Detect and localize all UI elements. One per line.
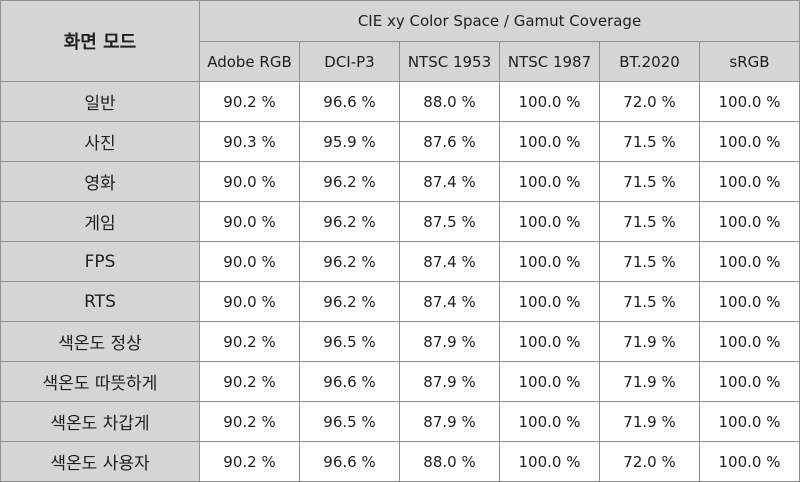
table-cell: 87.4 % [399, 161, 500, 202]
table-cell: 71.9 % [599, 321, 700, 362]
table-cell: 100.0 % [499, 241, 600, 282]
table-cell: 71.9 % [599, 361, 700, 402]
column-header-dci-p3: DCI-P3 [299, 41, 400, 82]
table-cell: 100.0 % [499, 81, 600, 122]
table-cell: 96.5 % [299, 401, 400, 442]
table-row: FPS 90.0 % 96.2 % 87.4 % 100.0 % 71.5 % … [0, 241, 800, 282]
table-cell: 90.2 % [199, 401, 300, 442]
table-cell: 71.5 % [599, 201, 700, 242]
table-row: 색온도 차갑게 90.2 % 96.5 % 87.9 % 100.0 % 71.… [0, 401, 800, 442]
table-cell: 71.5 % [599, 161, 700, 202]
table-cell: 90.0 % [199, 201, 300, 242]
table-cell: 100.0 % [698, 121, 800, 162]
table-cell: 100.0 % [698, 81, 800, 122]
table-cell: 90.0 % [199, 161, 300, 202]
table-cell: 96.2 % [299, 201, 400, 242]
table-cell: 96.5 % [299, 321, 400, 362]
table-cell: 100.0 % [698, 161, 800, 202]
table-cell: 100.0 % [698, 281, 800, 322]
table-cell: 100.0 % [698, 441, 800, 482]
table-cell: 72.0 % [599, 441, 700, 482]
table-row: 영화 90.0 % 96.2 % 87.4 % 100.0 % 71.5 % 1… [0, 161, 800, 202]
column-header-ntsc-1987: NTSC 1987 [499, 41, 600, 82]
table-cell: 100.0 % [499, 161, 600, 202]
table-cell: 90.2 % [199, 321, 300, 362]
table-cell: 87.4 % [399, 281, 500, 322]
table-row: 일반 90.2 % 96.6 % 88.0 % 100.0 % 72.0 % 1… [0, 81, 800, 122]
table-row: 색온도 따뜻하게 90.2 % 96.6 % 87.9 % 100.0 % 71… [0, 361, 800, 402]
column-header-srgb: sRGB [698, 41, 800, 82]
table-cell: 88.0 % [399, 81, 500, 122]
column-header-adobe-rgb: Adobe RGB [199, 41, 300, 82]
table-cell: 87.9 % [399, 321, 500, 362]
table-cell: 90.2 % [199, 81, 300, 122]
table-row: RTS 90.0 % 96.2 % 87.4 % 100.0 % 71.5 % … [0, 281, 800, 322]
table-cell: 88.0 % [399, 441, 500, 482]
table-cell: 100.0 % [698, 201, 800, 242]
gamut-group-header: CIE xy Color Space / Gamut Coverage [198, 0, 800, 42]
table-cell: 100.0 % [499, 441, 600, 482]
mode-column-header: 화면 모드 [0, 0, 200, 82]
column-header-ntsc-1953: NTSC 1953 [399, 41, 500, 82]
table-cell: 71.9 % [599, 401, 700, 442]
row-label: 색온도 따뜻하게 [0, 361, 200, 402]
table-cell: 87.6 % [399, 121, 500, 162]
table-cell: 87.9 % [399, 401, 500, 442]
table-cell: 71.5 % [599, 241, 700, 282]
table-cell: 71.5 % [599, 281, 700, 322]
row-label: FPS [0, 241, 200, 282]
table-cell: 100.0 % [499, 201, 600, 242]
row-label: 게임 [0, 201, 200, 242]
row-label: 일반 [0, 81, 200, 122]
table-cell: 90.2 % [199, 361, 300, 402]
column-header-bt2020: BT.2020 [599, 41, 700, 82]
table-cell: 96.2 % [299, 161, 400, 202]
row-label: 사진 [0, 121, 200, 162]
table-cell: 72.0 % [599, 81, 700, 122]
table-cell: 95.9 % [299, 121, 400, 162]
table-cell: 96.2 % [299, 281, 400, 322]
table-cell: 90.2 % [199, 441, 300, 482]
table-cell: 100.0 % [499, 121, 600, 162]
table-cell: 96.6 % [299, 361, 400, 402]
table-cell: 100.0 % [698, 241, 800, 282]
table-cell: 100.0 % [499, 361, 600, 402]
table-cell: 87.5 % [399, 201, 500, 242]
table-cell: 100.0 % [499, 401, 600, 442]
table-cell: 87.9 % [399, 361, 500, 402]
row-label: 색온도 사용자 [0, 441, 200, 482]
table-cell: 90.0 % [199, 241, 300, 282]
table-cell: 100.0 % [698, 361, 800, 402]
table-cell: 96.6 % [299, 81, 400, 122]
table-cell: 87.4 % [399, 241, 500, 282]
row-label: 영화 [0, 161, 200, 202]
table-cell: 100.0 % [499, 281, 600, 322]
table-cell: 96.6 % [299, 441, 400, 482]
table-row: 사진 90.3 % 95.9 % 87.6 % 100.0 % 71.5 % 1… [0, 121, 800, 162]
table-row: 색온도 정상 90.2 % 96.5 % 87.9 % 100.0 % 71.9… [0, 321, 800, 362]
row-label: 색온도 차갑게 [0, 401, 200, 442]
row-label: 색온도 정상 [0, 321, 200, 362]
table-row: 색온도 사용자 90.2 % 96.6 % 88.0 % 100.0 % 72.… [0, 441, 800, 482]
table-row: 게임 90.0 % 96.2 % 87.5 % 100.0 % 71.5 % 1… [0, 201, 800, 242]
table-cell: 96.2 % [299, 241, 400, 282]
row-label: RTS [0, 281, 200, 322]
table-cell: 90.0 % [199, 281, 300, 322]
table-cell: 90.3 % [199, 121, 300, 162]
table-cell: 100.0 % [698, 401, 800, 442]
table-cell: 71.5 % [599, 121, 700, 162]
table-cell: 100.0 % [698, 321, 800, 362]
table-cell: 100.0 % [499, 321, 600, 362]
